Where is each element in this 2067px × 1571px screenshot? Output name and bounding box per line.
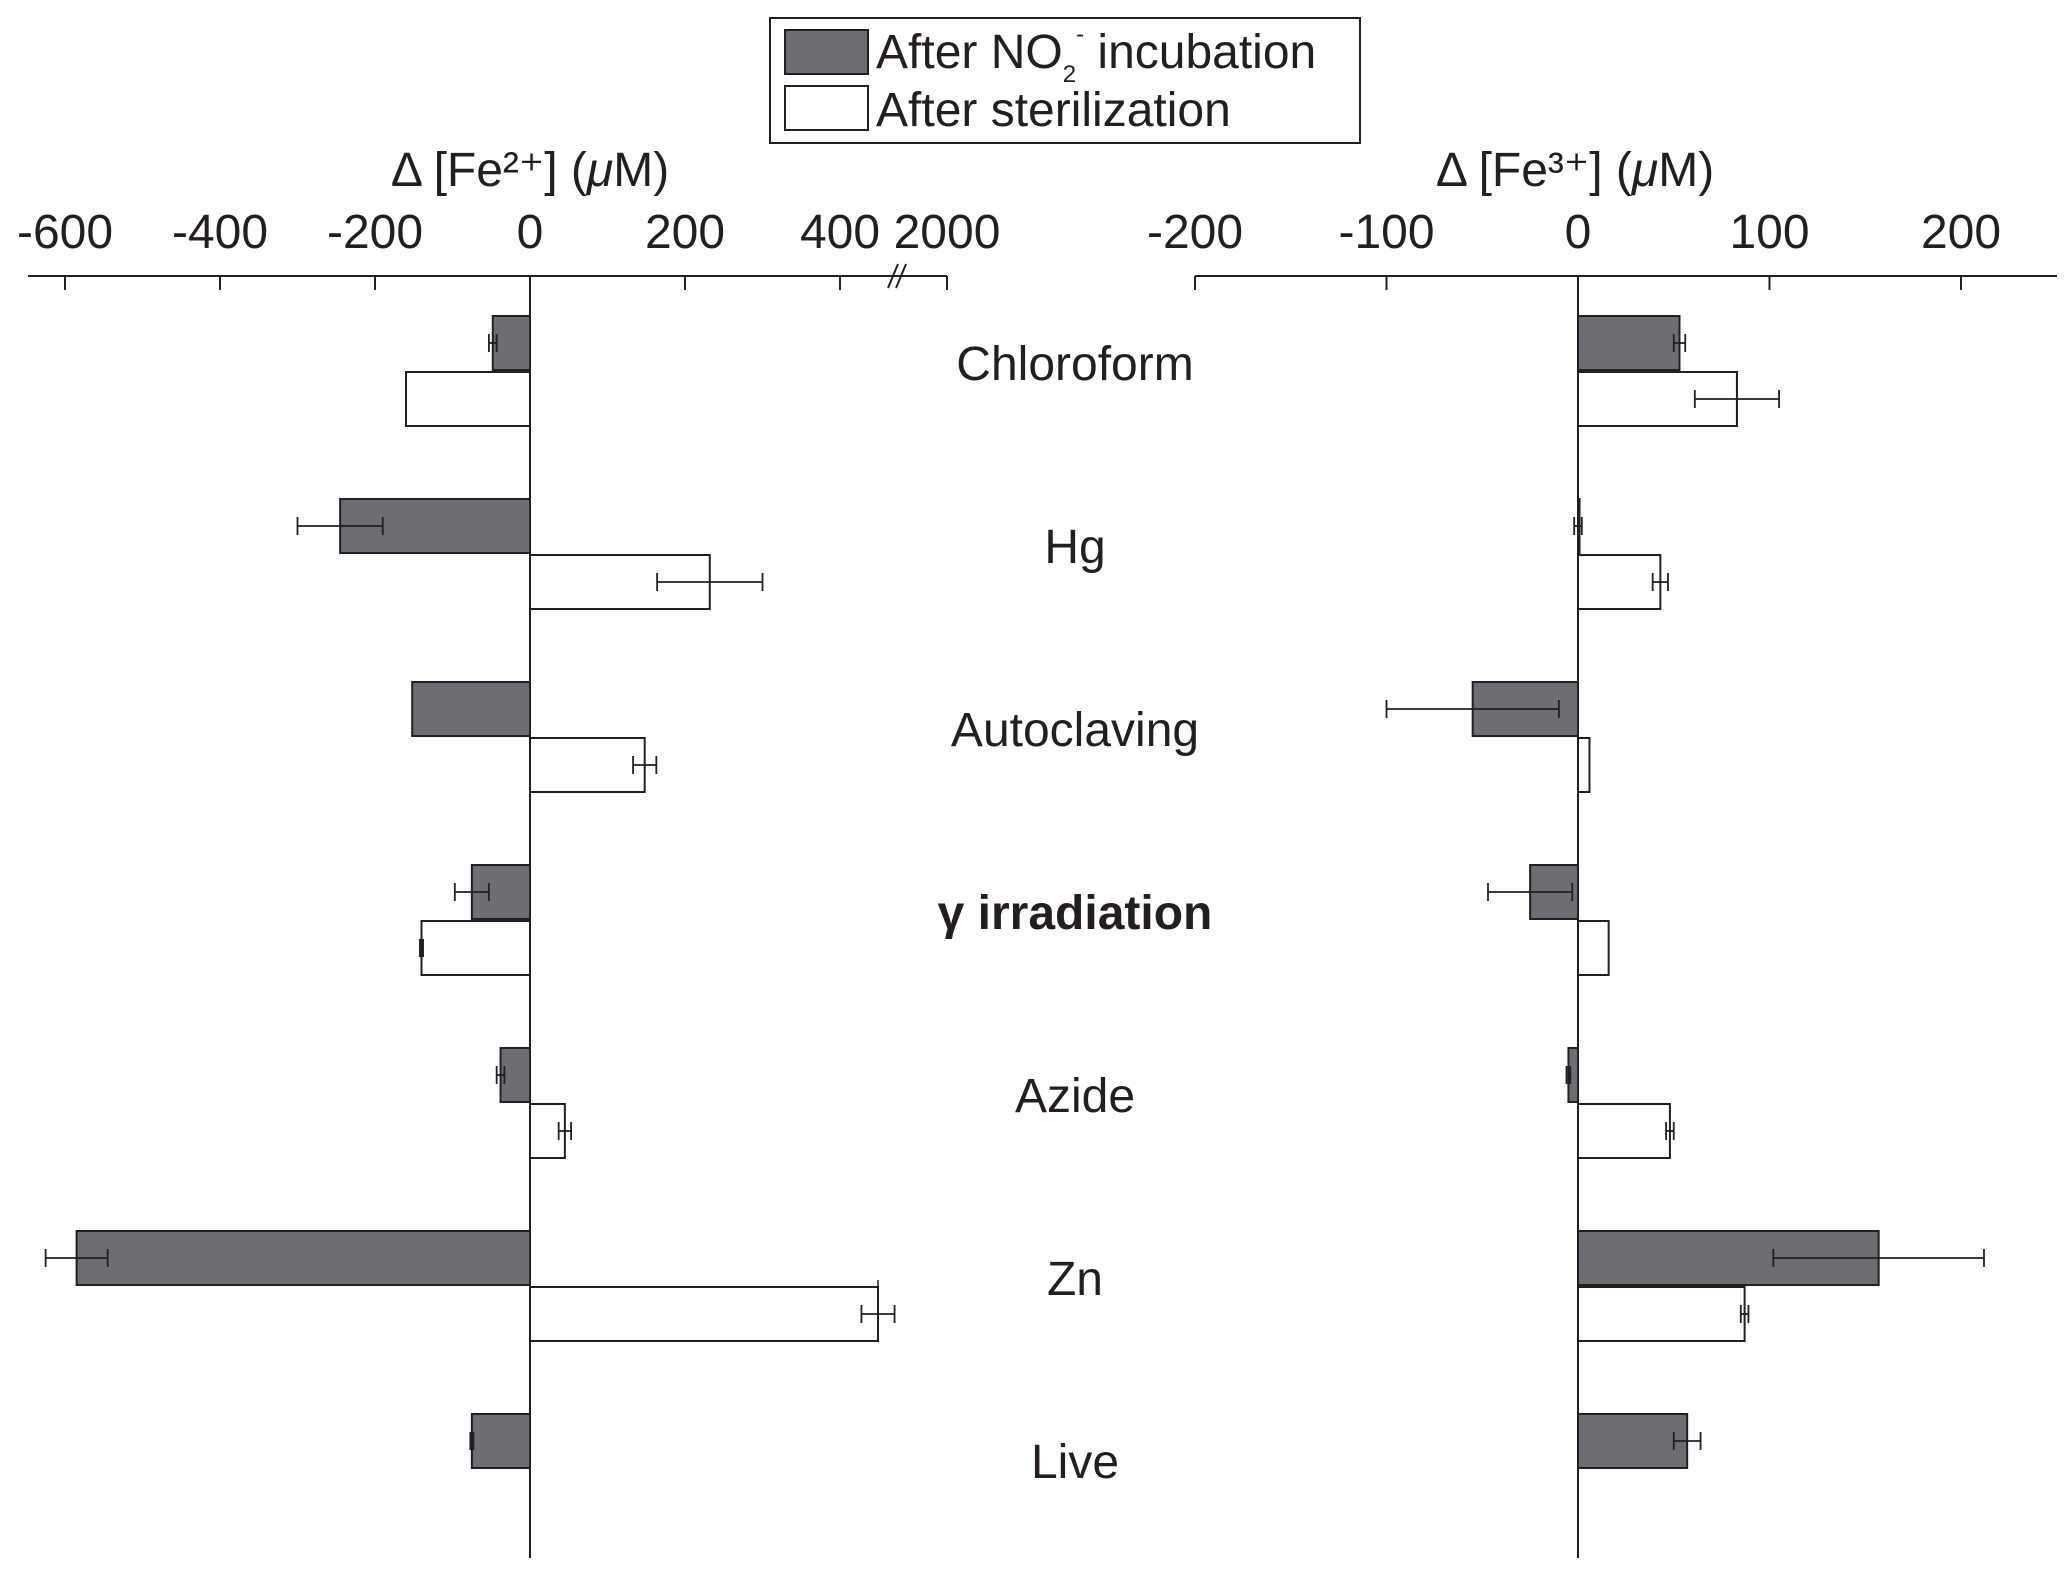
- category-label-chloroform: Chloroform: [956, 338, 1193, 391]
- left-tick-label: -400: [172, 206, 268, 259]
- category-label-live: Live: [1031, 1436, 1119, 1489]
- legend-label-incubation-suffix: incubation: [1084, 26, 1316, 79]
- left-tick-label: -200: [327, 206, 423, 259]
- left-bar-hg-incubation: [339, 498, 531, 554]
- right-bar-irradiation-sterilization: [1577, 920, 1610, 976]
- left-bar-live-incubation: [470, 1413, 531, 1469]
- left-tick-label: -600: [17, 206, 113, 259]
- left-bar-azide-sterilization: [529, 1103, 566, 1159]
- right-bar-chloroform-incubation: [1577, 315, 1681, 371]
- right-bar-zn-sterilization: [1577, 1286, 1746, 1342]
- right-panel: -200 -100 0 100 200: [1147, 206, 2057, 1558]
- left-tick-label: 400: [800, 206, 880, 259]
- category-label-irradiation: γ irradiation: [938, 887, 1213, 940]
- left-bar-zn-sterilization: [529, 1286, 879, 1342]
- left-axis-break-mark: [887, 263, 899, 289]
- category-label-azide: Azide: [1015, 1070, 1135, 1123]
- left-bar-autoclaving-incubation: [411, 681, 532, 737]
- legend-label-incubation-prefix: After NO: [876, 26, 1063, 79]
- left-tick-label: 200: [645, 206, 725, 259]
- left-axis-title: Δ [Fe²⁺] (μM): [391, 144, 669, 197]
- legend-label-incubation-sub: 2: [1063, 61, 1076, 88]
- left-panel: -600 -400 -200 0 200 400 2000: [17, 206, 1000, 1558]
- legend-swatch-incubation: [784, 29, 869, 75]
- legend-swatch-sterilization: [784, 85, 869, 131]
- left-axis-break-mark: [895, 263, 907, 289]
- left-axis-title-suffix: M): [613, 144, 669, 197]
- legend-label-sterilization: After sterilization: [876, 84, 1231, 137]
- right-tick-label: -200: [1147, 206, 1243, 259]
- right-tick-label: 200: [1921, 206, 2001, 259]
- legend: After NO2- incubation After sterilizatio…: [769, 17, 1361, 144]
- left-bar-azide-incubation: [499, 1047, 531, 1103]
- left-bar-chloroform-sterilization: [405, 371, 531, 427]
- right-axis-title-prefix: Δ [Fe³⁺] (: [1436, 144, 1632, 197]
- left-axis-title-mu: μ: [585, 144, 613, 197]
- right-axis-title-mu: μ: [1630, 144, 1658, 197]
- right-bar-azide-sterilization: [1577, 1103, 1671, 1159]
- left-bar-irradiation-sterilization: [420, 920, 531, 976]
- category-labels: Chloroform Hg Autoclaving γ irradiation Azid…: [938, 338, 1213, 1489]
- left-tick-label: 0: [517, 206, 544, 259]
- right-axis-title: Δ [Fe³⁺] (μM): [1436, 144, 1714, 197]
- left-bar-zn-incubation: [75, 1230, 531, 1286]
- left-bar-autoclaving-sterilization: [529, 737, 646, 793]
- right-bar-autoclaving-sterilization: [1577, 737, 1591, 793]
- legend-label-incubation: After NO2- incubation: [876, 21, 1316, 88]
- right-bar-hg-sterilization: [1577, 554, 1662, 610]
- category-label-hg: Hg: [1044, 521, 1105, 574]
- right-bar-live-incubation: [1577, 1413, 1689, 1469]
- left-bar-chloroform-incubation: [491, 315, 531, 371]
- right-tick-label: 0: [1565, 206, 1592, 259]
- legend-label-incubation-sup: -: [1076, 21, 1084, 48]
- left-axis-title-prefix: Δ [Fe²⁺] (: [391, 144, 587, 197]
- right-tick-label: 100: [1729, 206, 1809, 259]
- category-label-zn: Zn: [1047, 1253, 1103, 1306]
- category-label-autoclaving: Autoclaving: [951, 704, 1199, 757]
- right-tick-label: -100: [1338, 206, 1434, 259]
- right-axis-title-suffix: M): [1658, 144, 1714, 197]
- left-tick-label: 2000: [894, 206, 1001, 259]
